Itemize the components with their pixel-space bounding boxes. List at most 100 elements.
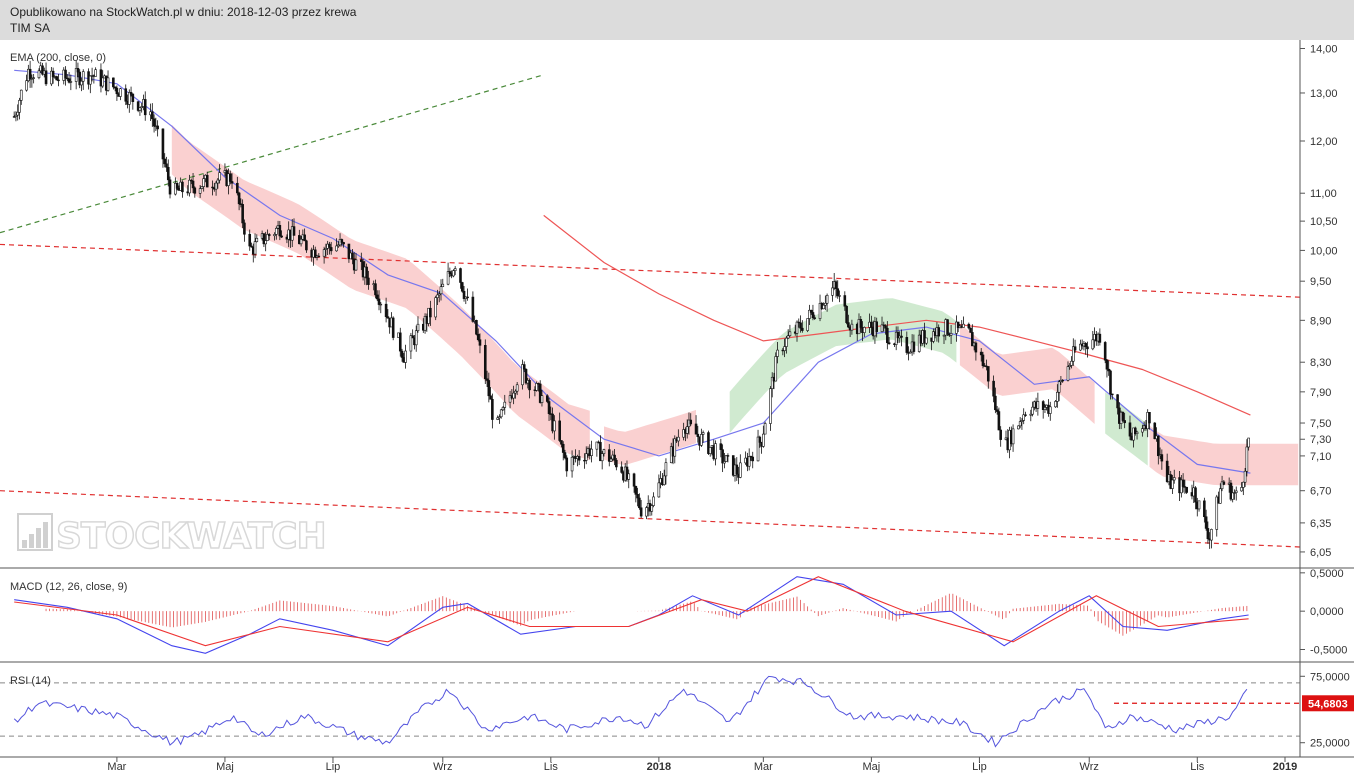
- candle-body: [166, 166, 170, 181]
- candle-body: [1109, 370, 1112, 395]
- candle-body: [1220, 481, 1224, 490]
- candle-body: [1107, 368, 1111, 372]
- candle-body: [937, 327, 940, 337]
- candle-body: [1098, 333, 1102, 343]
- candle-body: [32, 77, 35, 79]
- candle-body: [303, 234, 306, 242]
- candle-body: [174, 183, 177, 195]
- candle-body: [689, 419, 693, 425]
- candle-body: [1103, 342, 1107, 361]
- candle-body: [894, 331, 898, 345]
- candle-body: [1165, 460, 1169, 482]
- candle-body: [863, 327, 866, 333]
- candle-body: [949, 333, 953, 336]
- candle-body: [400, 350, 404, 358]
- price-tick-label: 6,05: [1310, 547, 1331, 559]
- candle-body: [28, 68, 32, 80]
- candle-body: [379, 303, 383, 306]
- candle-body: [391, 317, 395, 338]
- ma-line: [543, 214, 1251, 416]
- candle-body: [119, 88, 122, 97]
- candle-body: [707, 432, 710, 454]
- candle-body: [994, 395, 997, 411]
- candle-body: [50, 70, 53, 85]
- candle-body: [168, 179, 172, 195]
- candle-body: [763, 423, 767, 435]
- candle-body: [599, 442, 602, 462]
- candle-body: [524, 368, 528, 384]
- candle-body: [25, 80, 28, 91]
- x-tick-label: Lis: [544, 761, 559, 773]
- candle-body: [992, 380, 995, 397]
- candle-body: [825, 295, 829, 304]
- candle-body: [1172, 477, 1176, 481]
- rsi-line: [13, 675, 1248, 748]
- candle-body: [1218, 488, 1222, 504]
- candle-body: [499, 409, 503, 418]
- candle-body: [414, 330, 418, 346]
- price-tick-label: 10,00: [1310, 245, 1338, 257]
- candle-body: [1061, 379, 1064, 382]
- candle-body: [498, 416, 501, 419]
- candle-body: [156, 125, 159, 130]
- candle-body: [1086, 346, 1089, 350]
- candle-body: [280, 235, 283, 238]
- rsi-indicator-label: RSI (14): [10, 675, 51, 687]
- candle-body: [264, 240, 267, 245]
- candle-body: [1197, 500, 1201, 510]
- candle-body: [1204, 516, 1208, 529]
- candle-body: [478, 339, 482, 346]
- candle-body: [404, 350, 407, 363]
- price-tick-label: 7,50: [1310, 418, 1331, 430]
- candle-body: [563, 452, 567, 459]
- candle-body: [483, 345, 487, 380]
- candle-body: [639, 507, 643, 517]
- candle-body: [590, 448, 593, 456]
- candle-body: [273, 234, 276, 237]
- candle-body: [1135, 431, 1139, 435]
- candle-body: [1011, 428, 1015, 445]
- x-tick-label: Lis: [1190, 761, 1205, 773]
- candle-body: [236, 182, 239, 194]
- price-tick-label: 13,00: [1310, 88, 1338, 100]
- candle-body: [923, 330, 926, 344]
- candle-body: [248, 233, 252, 247]
- candle-body: [347, 243, 351, 260]
- candle-body: [969, 327, 972, 333]
- green-trendline: [0, 74, 544, 234]
- candle-body: [324, 248, 328, 250]
- candle-body: [342, 242, 345, 245]
- candle-body: [230, 181, 234, 184]
- candle-body: [565, 457, 569, 472]
- candle-body: [313, 249, 317, 258]
- ticker-text: TIM SA: [10, 21, 51, 35]
- candle-body: [377, 298, 381, 305]
- x-tick-label: 2019: [1273, 761, 1297, 773]
- rsi-value-box: [1302, 695, 1354, 712]
- candle-body: [57, 79, 60, 82]
- ichimoku-cloud: [171, 124, 590, 461]
- candle-body: [595, 441, 599, 450]
- price-tick-label: 9,50: [1310, 276, 1331, 288]
- candle-body: [175, 183, 179, 189]
- x-tick-label: Lip: [972, 761, 987, 773]
- candle-body: [181, 181, 184, 193]
- candle-body: [113, 86, 117, 89]
- candle-body: [67, 78, 71, 83]
- candle-body: [657, 482, 661, 498]
- candle-body: [1018, 421, 1022, 427]
- candle-body: [726, 455, 730, 457]
- lower-trendline: [0, 490, 1301, 548]
- candle-body: [1054, 401, 1057, 408]
- candle-body: [747, 456, 751, 467]
- candle-body: [602, 449, 606, 454]
- candle-body: [41, 65, 44, 75]
- candle-body: [80, 80, 83, 86]
- candle-body: [785, 337, 788, 347]
- candle-body: [512, 392, 515, 399]
- candle-body: [131, 93, 135, 103]
- candle-body: [896, 331, 900, 339]
- candle-body: [545, 395, 549, 402]
- candle-body: [74, 68, 78, 82]
- candle-body: [19, 89, 23, 101]
